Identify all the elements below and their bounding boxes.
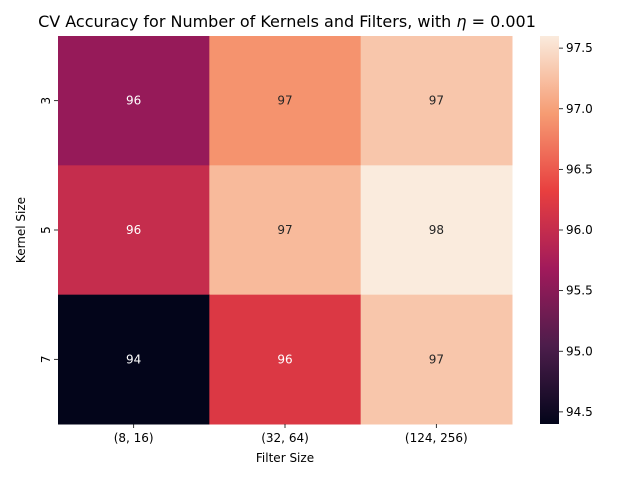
heatmap-cell xyxy=(58,36,210,166)
cell-annotation: 97 xyxy=(277,223,292,237)
x-axis: (8, 16) (32, 64) (124, 256) xyxy=(114,424,468,445)
colorbar-tick-label: 97.5 xyxy=(566,41,593,55)
heatmap-cell xyxy=(360,165,513,296)
y-tick-label: 3 xyxy=(39,97,53,105)
x-tick-label: (124, 256) xyxy=(405,431,468,445)
cell-annotation: 97 xyxy=(429,352,444,366)
y-tick-label: 5 xyxy=(39,226,53,234)
heatmap-cells: 96 97 97 96 97 98 94 96 97 xyxy=(58,36,513,425)
cell-annotation: 96 xyxy=(126,94,141,108)
cell-annotation: 96 xyxy=(126,223,141,237)
colorbar-tick-label: 96.0 xyxy=(566,223,593,237)
colorbar-tick-label: 95.0 xyxy=(566,344,593,358)
colorbar-tick-label: 95.5 xyxy=(566,284,593,298)
chart-title: CV Accuracy for Number of Kernels and Fi… xyxy=(38,12,536,31)
cell-annotation: 94 xyxy=(126,352,141,366)
cell-annotation: 97 xyxy=(277,94,292,108)
colorbar-tick-label: 96.5 xyxy=(566,162,593,176)
heatmap-cell xyxy=(209,36,362,166)
x-tick-label: (8, 16) xyxy=(114,431,154,445)
heatmap-cell xyxy=(209,165,362,296)
colorbar-axis: 94.5 95.0 95.5 96.0 96.5 97.0 97.5 xyxy=(559,41,593,419)
heatmap-cell xyxy=(209,294,362,425)
heatmap-cell xyxy=(360,294,513,425)
x-tick-label: (32, 64) xyxy=(261,431,309,445)
y-tick-label: 7 xyxy=(39,356,53,364)
y-axis-label: Kernel Size xyxy=(14,197,28,263)
colorbar xyxy=(540,36,559,424)
colorbar-tick-label: 97.0 xyxy=(566,102,593,116)
x-axis-label: Filter Size xyxy=(256,451,314,465)
heatmap-cell xyxy=(360,36,513,166)
cell-annotation: 96 xyxy=(277,352,292,366)
cell-annotation: 97 xyxy=(429,94,444,108)
heatmap-cell xyxy=(58,165,210,296)
heatmap-cell xyxy=(58,294,210,425)
cell-annotation: 98 xyxy=(429,223,444,237)
colorbar-tick-label: 94.5 xyxy=(566,405,593,419)
y-axis: 3 5 7 xyxy=(39,97,58,363)
